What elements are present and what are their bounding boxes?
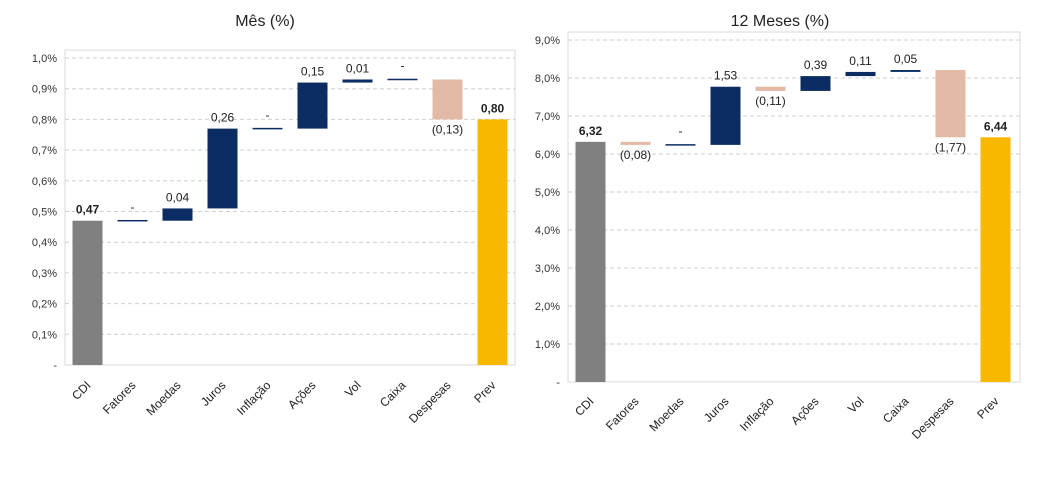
x-tick-label: Juros bbox=[701, 394, 732, 425]
bar-cdi bbox=[72, 220, 103, 365]
y-tick-label: 3,0% bbox=[535, 263, 560, 275]
y-tick-label: 8,0% bbox=[535, 73, 560, 85]
x-tick-label: Prev bbox=[974, 394, 1001, 421]
y-tick-label: 0,6% bbox=[32, 176, 57, 188]
data-label: (1,77) bbox=[935, 140, 966, 154]
x-tick-label: Despesas bbox=[406, 378, 454, 426]
data-label: 0,47 bbox=[76, 203, 100, 217]
bar-ações bbox=[297, 82, 328, 129]
x-tick-label: CDI bbox=[572, 394, 597, 419]
x-tick-label: Inflação bbox=[737, 394, 777, 434]
y-tick-label: 6,0% bbox=[535, 149, 560, 161]
y-tick-label: 0,5% bbox=[32, 207, 57, 219]
data-label: 0,11 bbox=[849, 54, 872, 68]
x-tick-label: Fatores bbox=[100, 378, 139, 417]
bar-ações bbox=[800, 76, 831, 91]
data-label: (0,13) bbox=[432, 122, 463, 136]
data-label: (0,11) bbox=[755, 94, 785, 108]
data-label: 6,32 bbox=[579, 124, 603, 138]
data-label: - bbox=[401, 59, 405, 73]
y-tick-label: - bbox=[53, 360, 57, 372]
x-tick-label: Caixa bbox=[880, 394, 912, 426]
bar-juros bbox=[207, 128, 238, 209]
bar-vol bbox=[342, 79, 373, 83]
chart-12-months-panel: 12 Meses (%) - 1,0% 2,0% 3,0% 4,0% 5,0% 6,0% 7,0… bbox=[525, 0, 1058, 473]
y-tick-label: 1,0% bbox=[535, 339, 560, 351]
data-label: 0,80 bbox=[481, 101, 505, 115]
y-tick-label: 9,0% bbox=[535, 35, 560, 47]
bar-juros bbox=[710, 86, 741, 145]
chart-12-months: 12 Meses (%) - 1,0% 2,0% 3,0% 4,0% 5,0% 6,0% 7,0… bbox=[535, 13, 1021, 442]
data-label: - bbox=[679, 124, 683, 138]
y-tick-label: 2,0% bbox=[535, 301, 560, 313]
y-tick-label: 7,0% bbox=[535, 111, 560, 123]
x-tick-label: Despesas bbox=[909, 394, 957, 442]
data-label: - bbox=[266, 108, 270, 122]
y-tick-label: 5,0% bbox=[535, 187, 560, 199]
x-tick-label: Inflação bbox=[234, 378, 274, 418]
bar-cdi bbox=[575, 141, 606, 382]
x-tick-label: Juros bbox=[198, 378, 229, 409]
data-label: 6,44 bbox=[984, 119, 1008, 133]
y-tick-label: 0,4% bbox=[32, 237, 57, 249]
data-label: 0,39 bbox=[804, 58, 828, 72]
plot-frame bbox=[567, 31, 1021, 383]
y-tick-label: 0,7% bbox=[32, 145, 57, 157]
data-label: 0,26 bbox=[211, 111, 235, 125]
bar-inflação bbox=[755, 86, 786, 91]
bar-caixa bbox=[387, 78, 418, 81]
chart-title: 12 Meses (%) bbox=[731, 13, 830, 30]
data-label: 0,05 bbox=[894, 52, 918, 66]
x-tick-label: Ações bbox=[788, 394, 821, 427]
y-tick-label: 0,3% bbox=[32, 268, 57, 280]
bar-inflação bbox=[252, 127, 283, 130]
bar-prev bbox=[477, 119, 508, 366]
y-tick-label: 0,1% bbox=[32, 329, 57, 341]
data-label: - bbox=[131, 200, 135, 214]
data-label: 1,53 bbox=[714, 69, 738, 83]
bar-fatores bbox=[620, 141, 651, 145]
bar-despesas bbox=[935, 70, 966, 138]
x-tick-label: Caixa bbox=[377, 378, 409, 410]
data-label: 0,01 bbox=[346, 61, 370, 75]
bar-fatores bbox=[117, 219, 148, 222]
chart-title: Mês (%) bbox=[235, 13, 295, 30]
data-label: 0,15 bbox=[301, 65, 325, 79]
y-tick-label: 0,9% bbox=[32, 84, 57, 96]
y-tick-label: 0,2% bbox=[32, 299, 57, 311]
x-tick-label: Moedas bbox=[647, 394, 687, 434]
bar-vol bbox=[845, 71, 876, 77]
x-tick-label: Ações bbox=[285, 378, 318, 411]
x-tick-label: Vol bbox=[845, 394, 867, 416]
chart-month-panel: Mês (%) - 0,1% 0,2% 0,3% 0,4% 0,5% 0,6% 0,7% 0,8%… bbox=[0, 0, 525, 473]
bar-despesas bbox=[432, 79, 463, 120]
y-tick-label: - bbox=[556, 377, 560, 389]
x-tick-label: Prev bbox=[471, 378, 498, 405]
x-tick-label: Vol bbox=[342, 378, 364, 400]
x-tick-label: CDI bbox=[69, 378, 94, 403]
bar-moedas bbox=[665, 144, 696, 146]
y-tick-label: 4,0% bbox=[535, 225, 560, 237]
x-tick-label: Moedas bbox=[144, 378, 184, 418]
x-tick-label: Fatores bbox=[603, 394, 642, 433]
y-tick-label: 0,8% bbox=[32, 114, 57, 126]
plot-frame bbox=[64, 49, 516, 366]
y-tick-label: 1,0% bbox=[32, 53, 57, 65]
bar-prev bbox=[980, 137, 1011, 382]
data-label: (0,08) bbox=[620, 148, 651, 162]
bar-moedas bbox=[162, 208, 193, 221]
chart-month: Mês (%) - 0,1% 0,2% 0,3% 0,4% 0,5% 0,6% 0,7% 0,8%… bbox=[32, 13, 516, 426]
data-label: 0,04 bbox=[166, 190, 190, 204]
bar-caixa bbox=[890, 70, 921, 72]
